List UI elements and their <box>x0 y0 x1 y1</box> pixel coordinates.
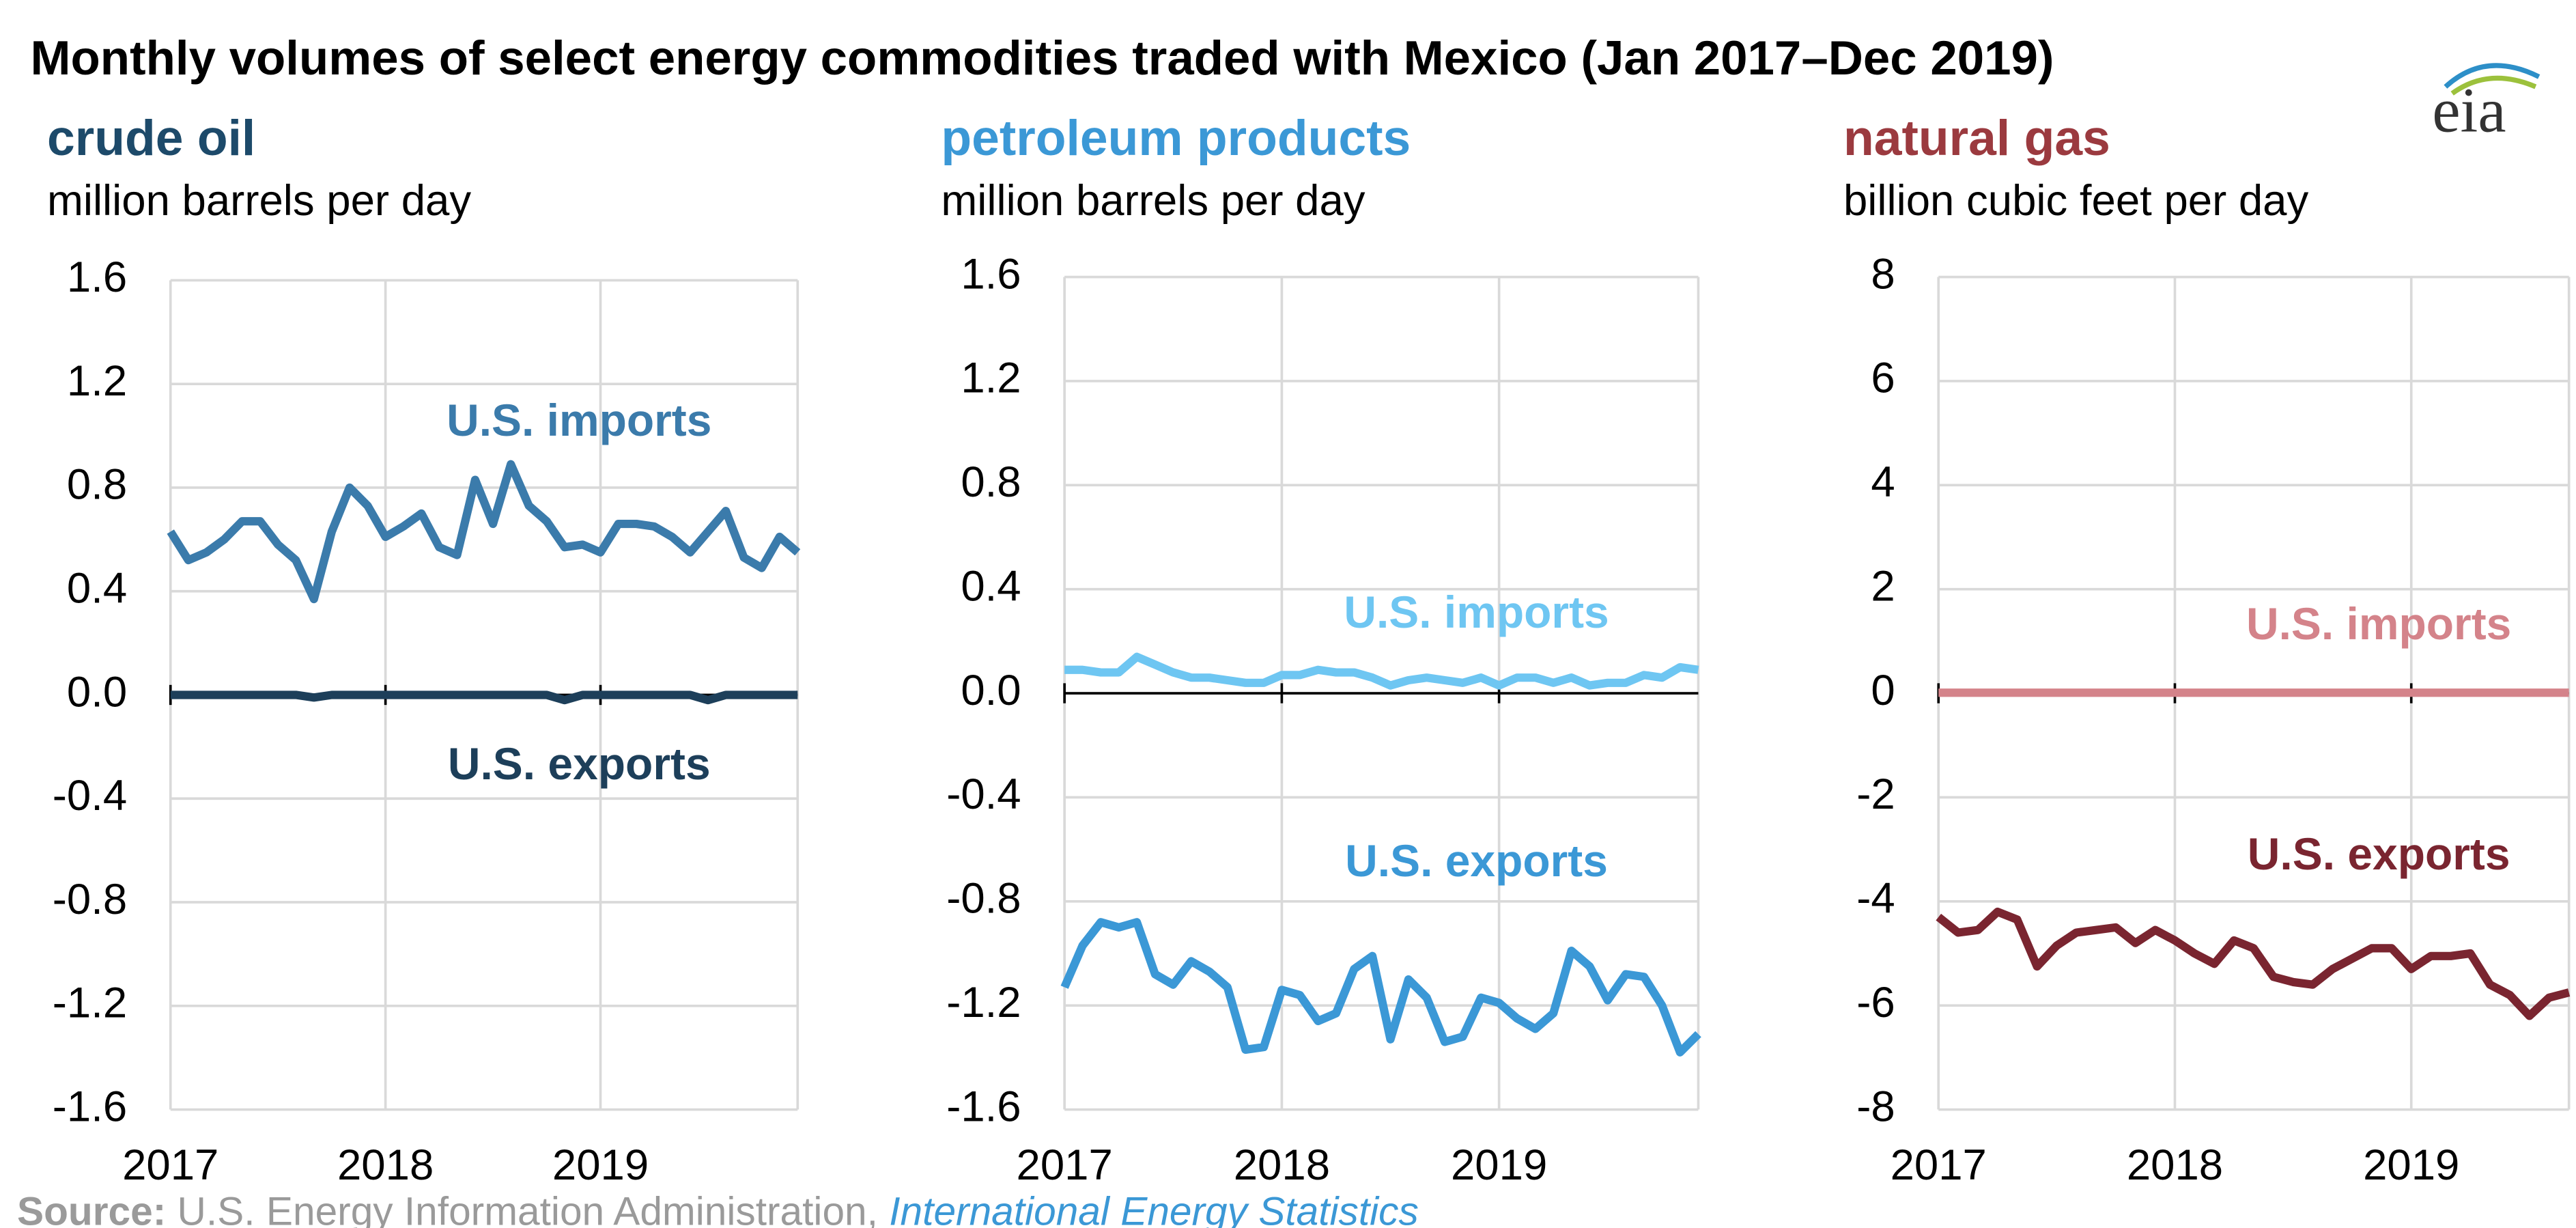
y-tick-label: 2 <box>1871 562 1895 610</box>
logo: eia <box>2432 63 2540 145</box>
source: Source: U.S. Energy Information Administ… <box>17 1190 1419 1228</box>
x-tick-label: 2018 <box>337 1141 434 1189</box>
x-tick-label: 2019 <box>2363 1141 2459 1189</box>
y-tick-label: 6 <box>1871 354 1895 402</box>
y-tick-label: -8 <box>1856 1083 1895 1130</box>
y-tick-label: -1.6 <box>946 1083 1021 1130</box>
y-tick-label: -0.4 <box>53 772 127 820</box>
x-tick-label: 2019 <box>1451 1141 1547 1189</box>
series-label: U.S. imports <box>1344 587 1609 637</box>
x-tick-label: 2017 <box>1891 1141 1987 1189</box>
chart-title: petroleum products <box>941 110 1411 166</box>
y-tick-label: -0.4 <box>946 770 1021 818</box>
series-line <box>1060 918 1701 1057</box>
x-tick-label: 2017 <box>1017 1141 1113 1189</box>
y-tick-label: 1.6 <box>961 250 1021 298</box>
y-tick-label: 0 <box>1871 667 1895 714</box>
y-tick-label: -1.6 <box>53 1083 127 1130</box>
chart-subtitle: million barrels per day <box>941 177 1365 225</box>
y-tick-label: 0.4 <box>67 564 127 612</box>
source-link[interactable]: International Energy Statistics <box>889 1190 1419 1228</box>
y-tick-label: -0.8 <box>53 876 127 923</box>
y-tick-label: -2 <box>1856 770 1895 818</box>
chart-subtitle: billion cubic feet per day <box>1843 177 2309 225</box>
y-tick-label: 8 <box>1871 250 1895 298</box>
chart-subtitle: million barrels per day <box>47 177 471 225</box>
chart-title: crude oil <box>47 110 255 166</box>
series-line <box>1064 652 1699 690</box>
y-tick-label: 1.2 <box>67 357 127 405</box>
y-tick-label: -1.2 <box>946 979 1021 1027</box>
x-tick-label: 2017 <box>122 1141 218 1189</box>
source-text: U.S. Energy Information Administration, <box>178 1190 878 1228</box>
x-tick-label: 2018 <box>1234 1141 1330 1189</box>
y-tick-label: 0.8 <box>67 461 127 509</box>
y-tick-label: 4 <box>1871 458 1895 506</box>
series-label: U.S. imports <box>447 395 711 445</box>
series-label: U.S. exports <box>1345 835 1608 886</box>
y-tick-label: -4 <box>1856 875 1895 923</box>
chart-title: natural gas <box>1843 110 2110 166</box>
logo-text: eia <box>2432 75 2506 145</box>
y-tick-label: 0.0 <box>67 668 127 716</box>
y-tick-label: -1.2 <box>53 979 127 1027</box>
source-label: Source: <box>17 1190 166 1228</box>
y-tick-label: 0.4 <box>961 562 1021 610</box>
x-tick-label: 2018 <box>2127 1141 2223 1189</box>
series-line <box>167 460 801 604</box>
y-tick-label: -6 <box>1856 979 1895 1027</box>
y-tick-label: 1.6 <box>67 253 127 301</box>
y-tick-label: 0.0 <box>961 667 1021 714</box>
series-line <box>1936 907 2571 1020</box>
x-tick-label: 2019 <box>552 1141 649 1189</box>
y-tick-label: 1.2 <box>961 354 1021 402</box>
series-label: U.S. exports <box>448 738 711 789</box>
y-tick-label: 0.8 <box>961 458 1021 506</box>
y-tick-label: -0.8 <box>946 875 1021 923</box>
series-label: U.S. exports <box>2248 828 2510 879</box>
series-line <box>170 690 798 705</box>
page-title: Monthly volumes of select energy commodi… <box>31 31 2054 85</box>
series-label: U.S. imports <box>2246 598 2511 649</box>
